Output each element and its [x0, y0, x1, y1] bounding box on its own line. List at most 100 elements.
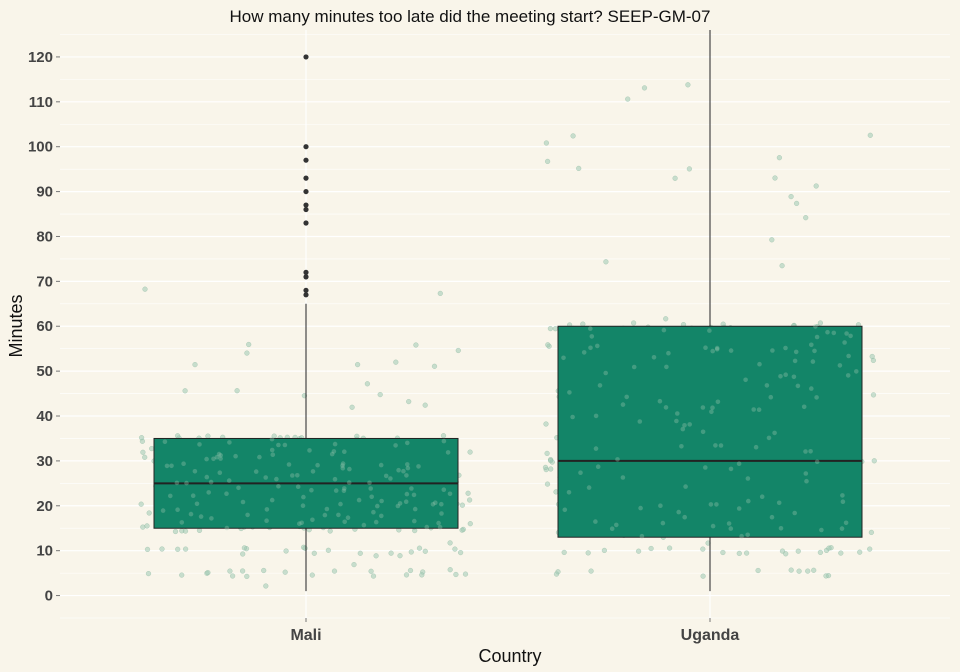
jitter-point — [661, 327, 667, 333]
jitter-point — [581, 350, 587, 355]
jitter-point — [825, 329, 830, 335]
jitter-point — [817, 320, 824, 326]
jitter-point — [812, 348, 817, 354]
jitter-point — [227, 440, 232, 445]
jitter-point — [361, 522, 367, 528]
jitter-point — [710, 523, 716, 529]
jitter-point — [341, 488, 347, 494]
jitter-point — [192, 361, 198, 368]
jitter-point — [709, 409, 714, 415]
jitter-point — [686, 166, 693, 172]
jitter-point — [168, 493, 173, 499]
jitter-point — [276, 442, 281, 448]
jitter-point — [708, 502, 714, 507]
jitter-point — [814, 395, 819, 400]
jitter-point — [770, 348, 775, 353]
y-tick-label: 10 — [36, 543, 53, 560]
jitter-point — [393, 359, 399, 365]
jitter-point — [803, 215, 809, 221]
y-tick-label: 60 — [36, 318, 53, 335]
jitter-point — [440, 433, 447, 439]
jitter-point — [240, 499, 246, 505]
jitter-point — [144, 523, 150, 529]
jitter-point — [437, 290, 443, 297]
jitter-point — [713, 443, 718, 448]
jitter-point — [227, 568, 233, 574]
jitter-point — [631, 364, 637, 370]
jitter-point — [544, 481, 551, 487]
jitter-point — [413, 342, 419, 348]
jitter-point — [570, 133, 576, 139]
jitter-point — [367, 480, 372, 486]
jitter-point — [788, 567, 794, 573]
jitter-point — [848, 333, 853, 339]
jitter-point — [796, 568, 802, 574]
jitter-point — [831, 330, 837, 336]
jitter-point — [624, 394, 629, 400]
jitter-point — [290, 473, 295, 478]
jitter-point — [198, 514, 204, 519]
jitter-point — [672, 175, 678, 181]
jitter-point — [870, 392, 877, 398]
jitter-point — [756, 407, 762, 413]
jitter-point — [743, 550, 750, 556]
jitter-point — [674, 418, 679, 424]
jitter-point — [447, 491, 453, 497]
jitter-point — [680, 426, 686, 432]
jitter-point — [683, 484, 688, 489]
jitter-point — [710, 405, 715, 411]
jitter-point — [371, 509, 376, 515]
jitter-point — [236, 485, 241, 491]
jitter-point — [803, 471, 809, 476]
jitter-point — [751, 407, 756, 412]
jitter-point — [714, 502, 719, 507]
jitter-point — [801, 404, 807, 410]
jitter-point — [274, 476, 279, 482]
jitter-point — [433, 500, 438, 506]
jitter-point — [322, 512, 328, 518]
jitter-point — [769, 237, 775, 243]
jitter-point — [324, 506, 330, 512]
jitter-point — [792, 358, 798, 364]
jitter-point — [342, 449, 347, 455]
jitter-point — [839, 526, 845, 531]
jitter-point — [648, 545, 654, 552]
jitter-point — [718, 443, 724, 448]
jitter-point — [871, 458, 877, 464]
jitter-point — [407, 567, 414, 574]
y-tick-label: 70 — [36, 273, 53, 290]
jitter-point — [452, 546, 458, 552]
jitter-point — [182, 546, 189, 552]
jitter-point — [455, 347, 461, 354]
jitter-point — [728, 526, 734, 531]
jitter-point — [397, 553, 403, 559]
jitter-point — [405, 440, 410, 446]
jitter-point — [331, 449, 337, 454]
jitter-point — [776, 500, 782, 506]
jitter-point — [593, 413, 599, 419]
jitter-point — [588, 345, 593, 351]
y-tick-label: 120 — [28, 49, 53, 66]
jitter-point — [808, 449, 813, 454]
jitter-point — [206, 490, 211, 495]
jitter-point — [615, 457, 620, 462]
jitter-point — [759, 494, 765, 500]
jitter-point — [609, 526, 615, 531]
jitter-point — [561, 549, 567, 556]
jitter-point — [405, 462, 410, 467]
jitter-point — [331, 568, 338, 574]
box-mali — [153, 54, 459, 592]
jitter-point — [867, 132, 873, 138]
outlier-point — [303, 54, 309, 60]
chart-title: How many minutes too late did the meetin… — [230, 7, 711, 26]
jitter-point — [843, 520, 849, 526]
jitter-point — [369, 494, 375, 500]
jitter-point — [739, 533, 744, 539]
jitter-point — [576, 165, 582, 172]
jitter-point — [146, 510, 152, 516]
jitter-point — [310, 469, 316, 474]
jitter-point — [257, 454, 262, 460]
jitter-point — [793, 349, 799, 355]
jitter-point — [144, 546, 151, 553]
jitter-point — [340, 461, 346, 466]
